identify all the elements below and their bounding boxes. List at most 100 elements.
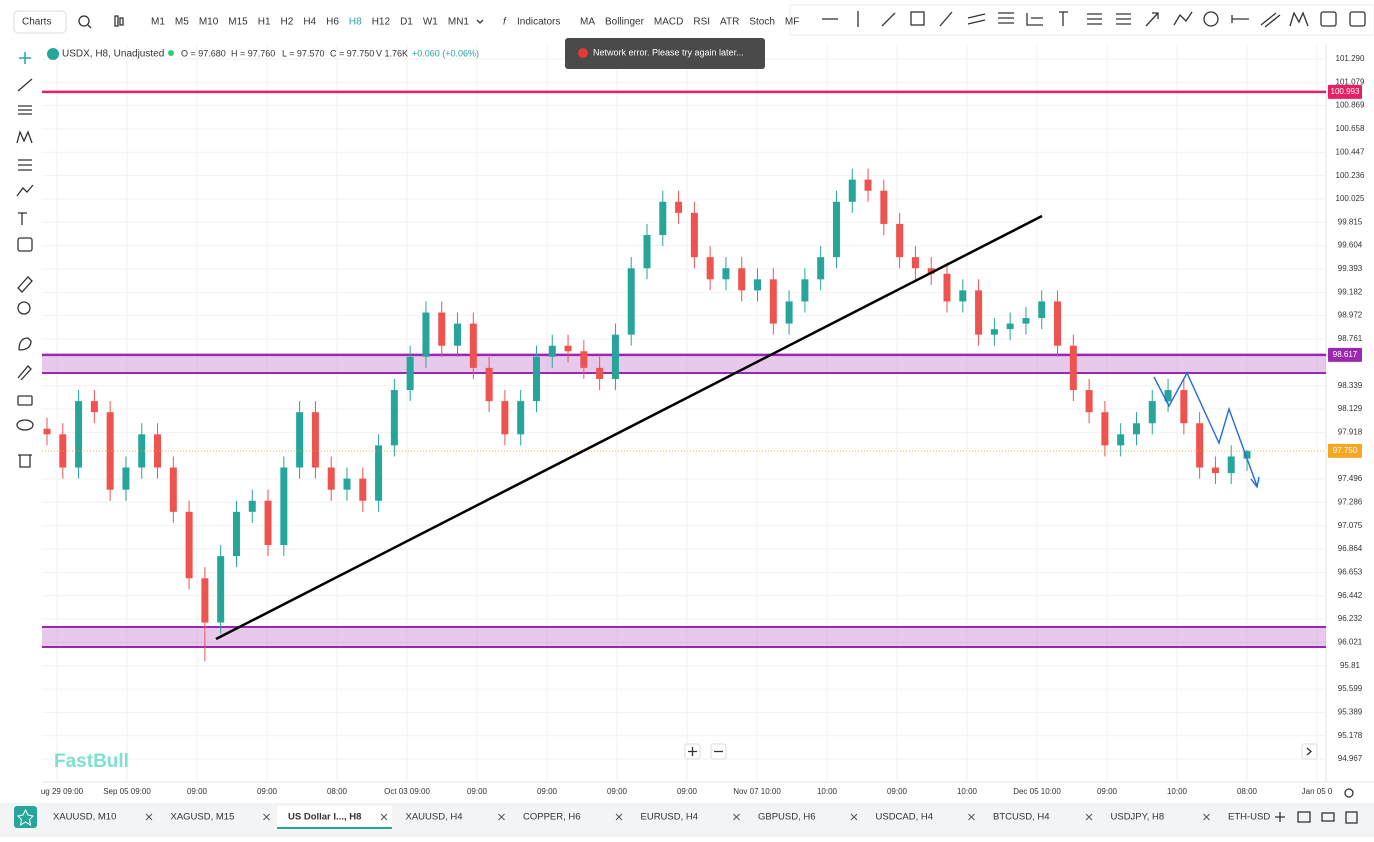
tool-icon[interactable] [1349,11,1366,27]
timeframe[interactable]: D1 [400,17,413,28]
favorites-button[interactable] [14,806,37,828]
window-icon[interactable] [1321,812,1335,822]
tool-icon[interactable] [1320,11,1337,27]
tool-icon[interactable] [1260,12,1281,28]
tab-label[interactable]: US Dollar I..., H8 [288,812,361,823]
tab-label[interactable]: COPPER, H6 [523,812,581,823]
charts-menu[interactable] [13,10,67,34]
tool-icon[interactable] [998,12,1014,24]
tool-icon[interactable] [1231,15,1249,23]
indicator[interactable]: Stoch [749,17,775,28]
indicator[interactable]: Bollinger [605,17,645,28]
indicators-button[interactable]: Indicators [517,17,560,28]
tool-icon[interactable] [1059,11,1068,26]
crosshair-tool[interactable] [19,52,31,64]
tab-close[interactable] [733,813,740,821]
tool-icon[interactable] [967,13,986,25]
tool-icon[interactable] [1203,11,1219,27]
channel-tool[interactable] [18,105,32,115]
tab-close[interactable] [1203,813,1210,821]
text-tool[interactable] [18,212,27,225]
indicator[interactable]: ATR [720,17,739,28]
tool-icon[interactable] [939,11,953,27]
ruler-tool[interactable] [17,276,33,293]
tab-label[interactable]: GBPUSD, H6 [758,812,816,823]
candle-body [469,323,477,368]
charts-menu-label[interactable]: Charts [22,17,51,28]
candle-body [1196,423,1204,468]
zoom-tool[interactable] [17,301,31,315]
timeframe[interactable]: H6 [326,17,339,28]
settings-icon[interactable] [1344,788,1354,798]
tab-close[interactable] [263,813,270,821]
timeframe-more[interactable] [476,19,484,24]
indicator[interactable]: RSI [693,17,710,28]
scroll-right[interactable] [1301,743,1318,760]
timeframe[interactable]: H2 [281,17,294,28]
plot-area [42,45,1374,783]
zone-lower [42,627,1326,647]
fib-tool[interactable] [18,159,32,171]
line-tool[interactable] [17,78,33,92]
tab-close[interactable] [968,813,975,821]
timeframe[interactable]: M5 [175,17,189,28]
emoji-tool[interactable] [17,237,33,252]
delete-tool[interactable] [18,454,32,468]
candle-body [154,434,162,468]
path-tool[interactable] [16,184,34,197]
timeframe[interactable]: W1 [423,17,438,28]
candle-body [706,257,714,280]
tab-label[interactable]: XAGUSD, M15 [171,812,235,823]
indicator[interactable]: MA [580,17,595,28]
tool-icon[interactable] [910,11,925,26]
tab-label[interactable]: EURUSD, H4 [641,812,699,823]
timeframe[interactable]: MN1 [448,17,470,28]
tab-label[interactable]: XAUUSD, H4 [406,812,463,823]
tool-icon[interactable] [881,12,896,27]
add-tab[interactable] [1275,812,1285,822]
tab-label[interactable]: BTCUSD, H4 [993,812,1049,823]
tab-close[interactable] [145,813,153,821]
indicator[interactable]: MACD [654,17,683,28]
lock-tool[interactable] [17,395,33,406]
tab-close[interactable] [615,813,623,821]
chart-type-icon[interactable] [114,15,119,27]
tool-icon[interactable] [1289,11,1309,27]
tool-icon[interactable] [1145,12,1159,27]
timeframe[interactable]: M10 [199,17,219,28]
tool-icon[interactable] [1173,11,1193,26]
tab-label[interactable]: USDCAD, H4 [876,812,934,823]
timeframe[interactable]: H12 [372,17,391,28]
candle-body [643,235,651,269]
search-icon[interactable] [78,15,90,27]
timeframe[interactable]: H8 [349,17,362,28]
tab-close[interactable] [498,813,505,821]
fullscreen-icon[interactable] [1345,811,1358,824]
layout-icon[interactable] [1297,811,1311,823]
arrow-head [1250,476,1260,489]
candle-body [1227,456,1235,474]
tool-icon[interactable] [1087,13,1102,25]
timeframe[interactable]: M1 [151,17,165,28]
y-tick-label: 97.918 [1338,427,1363,436]
tool-icon[interactable] [1116,13,1131,25]
tab-label[interactable]: ETH-USD [1228,812,1270,823]
indicator[interactable]: MF [785,17,799,28]
timeframe[interactable]: H1 [258,17,271,28]
magnet-tool[interactable] [18,337,32,351]
candle-body [1211,467,1219,474]
tab-close[interactable] [1085,813,1093,821]
tab-label[interactable]: USDJPY, H8 [1111,812,1165,823]
tab-close[interactable] [380,813,388,821]
tab-label[interactable]: XAUUSD, M10 [53,812,116,823]
toast-box [565,38,765,69]
tool-icon[interactable] [1026,13,1043,26]
visibility-tool[interactable] [16,419,34,431]
brush-tool[interactable] [17,365,32,381]
timeframe[interactable]: H4 [303,17,316,28]
timeframe[interactable]: M15 [228,17,248,28]
pattern-tool[interactable] [16,130,33,144]
candle-body [959,290,967,302]
tab-close[interactable] [850,813,858,821]
